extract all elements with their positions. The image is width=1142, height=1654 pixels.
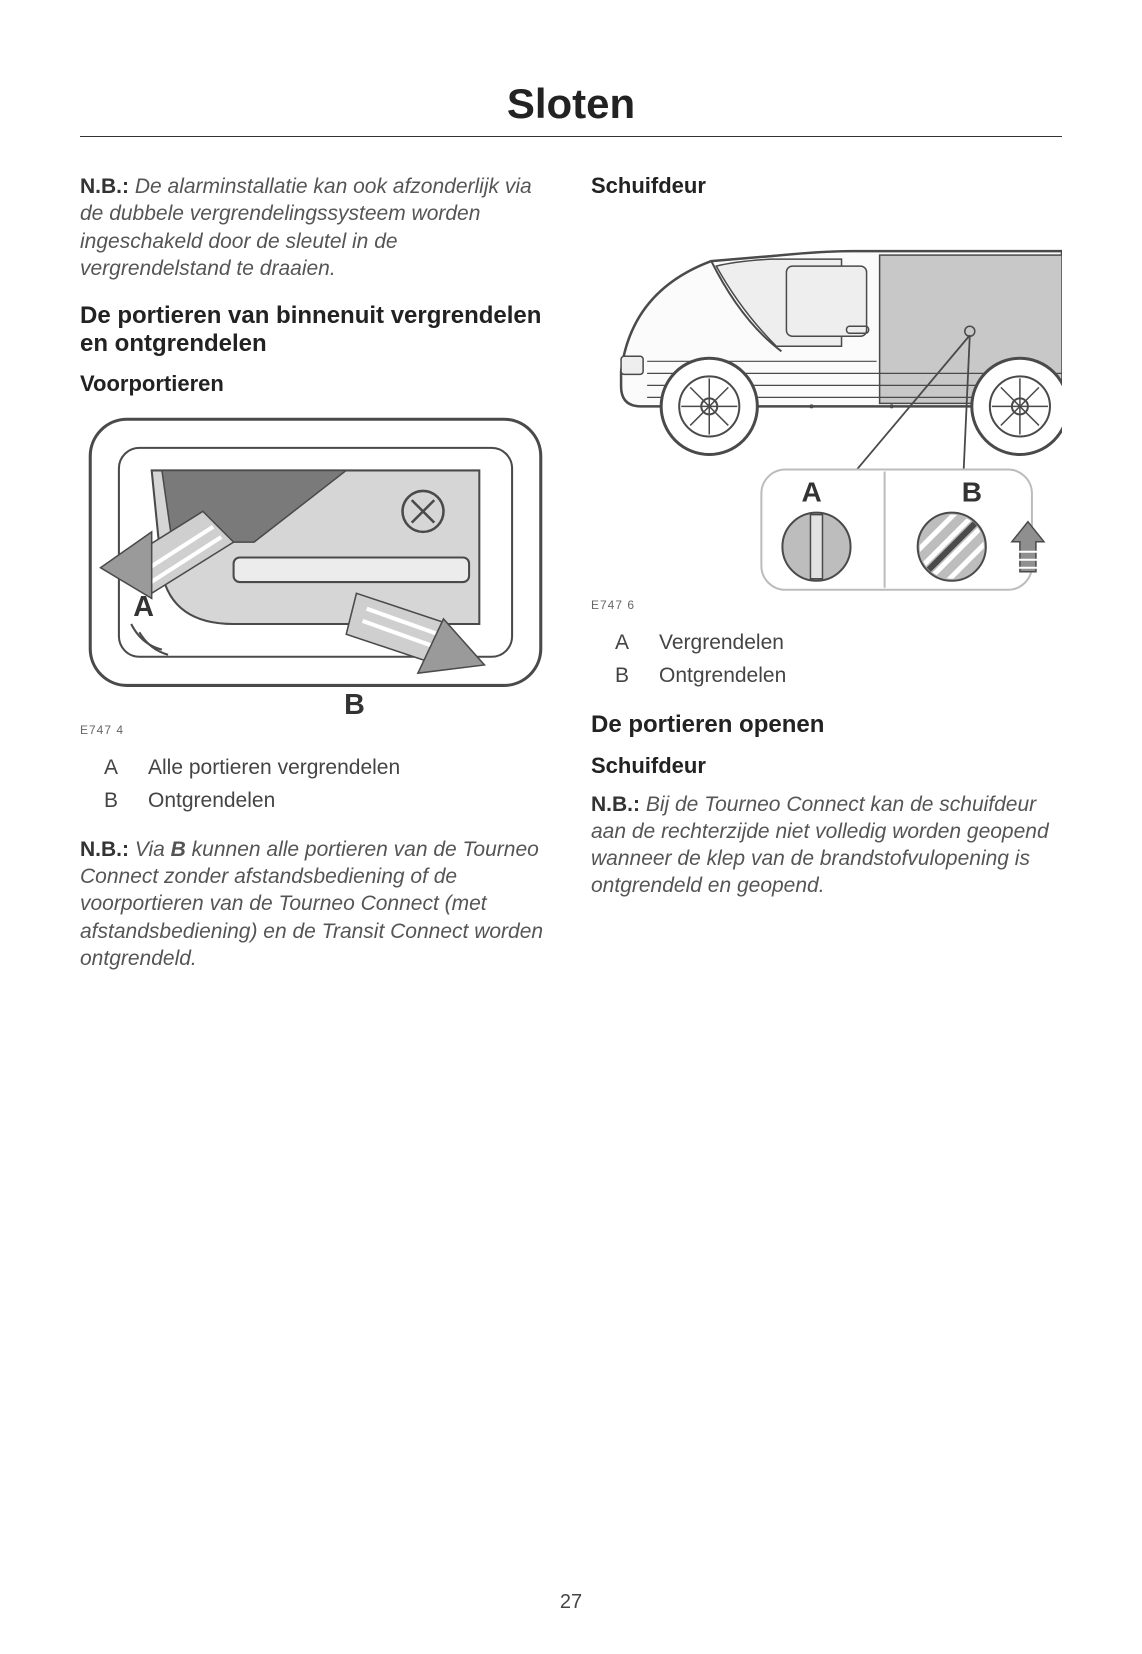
svg-text:B: B <box>962 477 982 508</box>
left-column: N.B.: De alarminstallatie kan ook afzond… <box>80 173 551 992</box>
legend-key: B <box>104 784 124 818</box>
svg-text:A: A <box>801 477 821 508</box>
page-title: Sloten <box>80 80 1062 128</box>
legend-row: B Ontgrendelen <box>615 659 1062 693</box>
figure-door-handle: A B <box>80 409 551 716</box>
rear-wheel-icon <box>972 358 1062 454</box>
figure-ref-1: E747 4 <box>80 723 551 737</box>
coin-a-icon <box>782 513 850 581</box>
note-3: N.B.: Bij de Tourneo Connect kan de schu… <box>591 791 1062 900</box>
legend-1: A Alle portieren vergrendelen B Ontgrend… <box>104 751 551 818</box>
fig1-label-a: A <box>133 591 154 623</box>
note-body: De alarminstallatie kan ook afzonderlijk… <box>80 175 532 280</box>
legend-row: A Vergrendelen <box>615 626 1062 660</box>
figure-ref-2: E747 6 <box>591 598 1062 612</box>
note-label: N.B.: <box>591 793 640 816</box>
note-body: Bij de Tourneo Connect kan de schuifdeur… <box>591 793 1049 898</box>
subsection-sliding-door-2: Schuifdeur <box>591 753 1062 779</box>
legend-key: A <box>615 626 635 660</box>
section-heading-open-doors: De portieren openen <box>591 711 1062 739</box>
note-label: N.B.: <box>80 838 129 861</box>
title-rule <box>80 136 1062 137</box>
figure-sliding-door: A B <box>591 211 1062 592</box>
note-1: N.B.: De alarminstallatie kan ook afzond… <box>80 173 551 282</box>
legend-key: B <box>615 659 635 693</box>
door-handle-diagram: A B <box>80 409 551 716</box>
legend-val: Ontgrendelen <box>659 659 786 693</box>
legend-val: Ontgrendelen <box>148 784 275 818</box>
subsection-front-doors: Voorportieren <box>80 371 551 397</box>
legend-val: Vergrendelen <box>659 626 784 660</box>
note-label: N.B.: <box>80 175 129 198</box>
legend-row: A Alle portieren vergrendelen <box>104 751 551 785</box>
note-body-bold: B <box>171 838 186 861</box>
note-2: N.B.: Via B kunnen alle portieren van de… <box>80 836 551 972</box>
note-body-pre: Via <box>129 838 171 861</box>
legend-2: A Vergrendelen B Ontgrendelen <box>615 626 1062 693</box>
front-wheel-icon <box>661 358 757 454</box>
legend-row: B Ontgrendelen <box>104 784 551 818</box>
legend-val: Alle portieren vergrendelen <box>148 751 400 785</box>
right-column: Schuifdeur <box>591 173 1062 992</box>
content-columns: N.B.: De alarminstallatie kan ook afzond… <box>80 173 1062 992</box>
van-diagram: A B <box>591 211 1062 592</box>
legend-key: A <box>104 751 124 785</box>
subsection-sliding-door-1: Schuifdeur <box>591 173 1062 199</box>
section-heading-lock-inside: De portieren van binnenuit vergrendelen … <box>80 302 551 357</box>
page-number: 27 <box>0 1591 1142 1614</box>
fig1-label-b: B <box>344 689 365 716</box>
